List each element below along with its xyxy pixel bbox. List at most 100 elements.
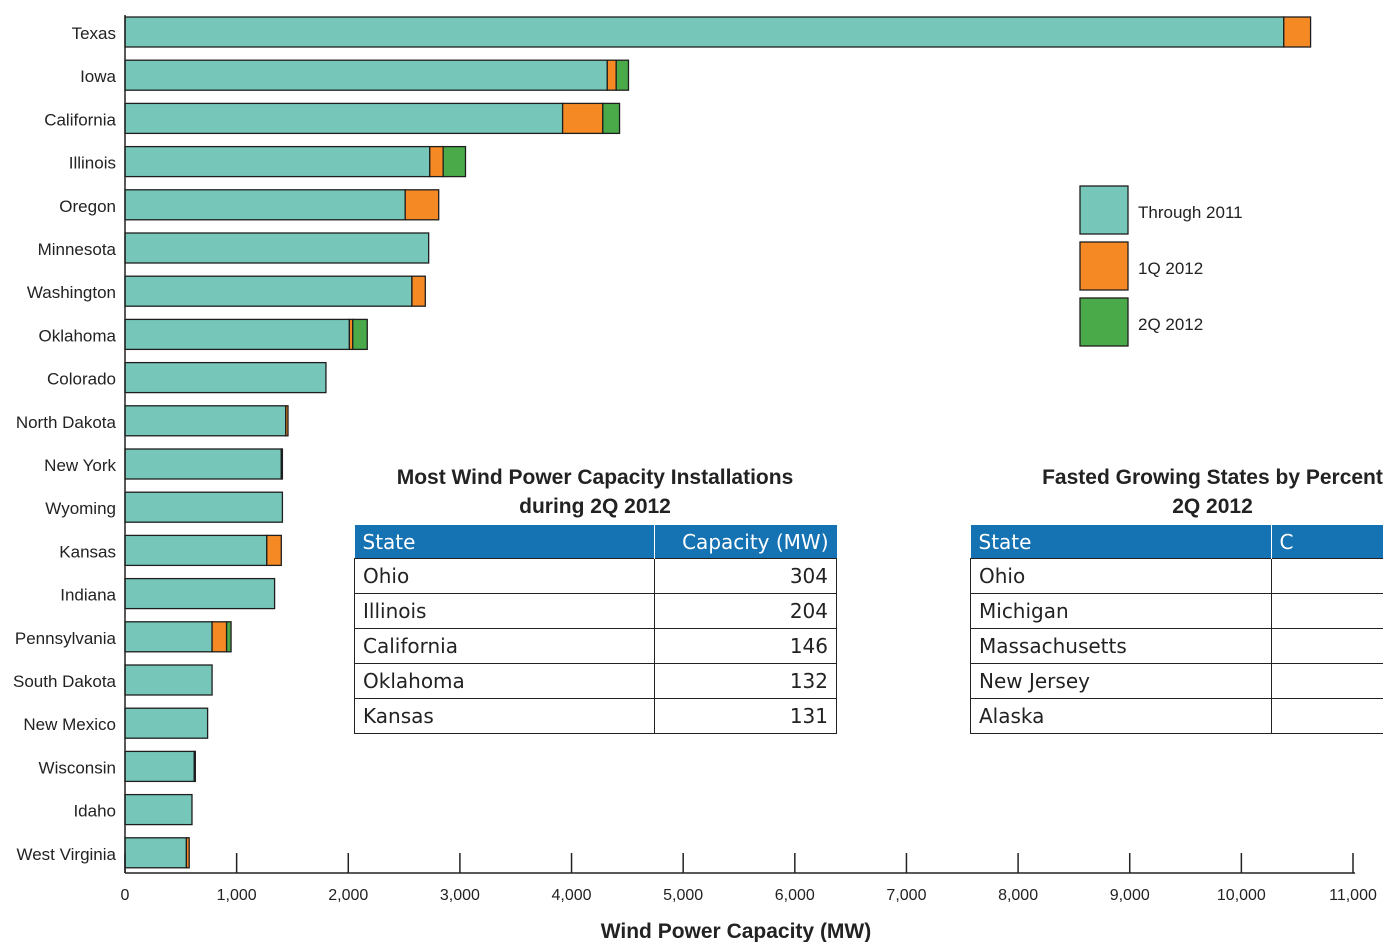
table2-header-state: State (970, 525, 1271, 559)
state-label-oklahoma: Oklahoma (39, 326, 117, 345)
table1-cell-capacity: 146 (653, 628, 837, 664)
state-label-wyoming: Wyoming (45, 499, 116, 518)
table1-header-row: State Capacity (MW) (354, 525, 837, 559)
legend-swatch-1q-2012 (1079, 241, 1129, 291)
table1-cell-capacity: 304 (653, 558, 837, 594)
bar-california-2q-2012 (602, 102, 621, 135)
bar-wisconsin-1q-2012 (193, 750, 196, 783)
table-row: Ohio 304 (354, 558, 837, 594)
bar-new-york-2q-2012 (280, 448, 284, 480)
bar-west-virginia-through-2011 (124, 837, 188, 869)
x-tick-label: 7,000 (886, 887, 926, 904)
bar-illinois-through-2011 (124, 145, 431, 178)
x-axis: 0 1,000 2,000 3,000 4,000 5,000 6,000 7,000 8,00… (121, 15, 1377, 904)
table1-title-line1: Most Wind Power Capacity Installations (396, 466, 794, 489)
table1-title: Most Wind Power Capacity Installations d… (345, 463, 845, 521)
bar-north-dakota-through-2011 (124, 405, 287, 437)
state-label-north-dakota: North Dakota (16, 413, 117, 432)
x-axis-label: Wind Power Capacity (MW) (601, 920, 872, 942)
state-label-illinois: Illinois (69, 154, 116, 173)
table2-title-line1: Fasted Growing States by Percent (1042, 466, 1383, 489)
table2-cell-value (1270, 663, 1383, 699)
table1-header-capacity: Capacity (MW) (653, 525, 837, 559)
state-label-washington: Washington (27, 283, 116, 302)
bar-texas-through-2011 (124, 16, 1285, 48)
bar-colorado-through-2011 (124, 361, 327, 394)
table2-cell-state: Alaska (970, 698, 1272, 734)
x-tick-label: 8,000 (998, 887, 1038, 904)
table2-title-line2: 2Q 2012 (1172, 495, 1253, 518)
table1-cell-state: California (354, 628, 655, 664)
table2-cell-value (1270, 628, 1383, 664)
bar-oregon-through-2011 (124, 189, 406, 221)
state-label-new-york: New York (44, 456, 116, 475)
table2-header-row: State C (970, 525, 1383, 559)
table-row: Massachusetts (970, 628, 1383, 664)
bars-group (124, 16, 1312, 869)
bar-new-mexico-through-2011 (124, 707, 209, 739)
x-tick-label: 0 (121, 887, 130, 904)
table2-cell-state: Ohio (970, 558, 1272, 594)
state-label-pennsylvania: Pennsylvania (15, 629, 117, 648)
bar-texas-1q-2012 (1283, 16, 1312, 48)
x-tick-label: 11,000 (1329, 887, 1377, 904)
x-tick-label: 2,000 (328, 887, 368, 904)
state-label-south-dakota: South Dakota (13, 672, 117, 691)
table2: State C Ohio Michigan Massachusetts New … (970, 525, 1383, 734)
bar-new-york-through-2011 (124, 448, 282, 480)
bar-kansas-1q-2012 (266, 534, 282, 567)
bar-kansas-through-2011 (124, 534, 268, 567)
table2-clip: Fasted Growing States by Percent 2Q 2012… (960, 460, 1383, 750)
x-tick-label: 4,000 (552, 887, 592, 904)
table1-cell-capacity: 204 (653, 593, 837, 629)
bar-iowa-2q-2012 (615, 59, 630, 91)
table2-cell-value (1270, 698, 1383, 734)
table1-cell-state: Ohio (354, 558, 655, 594)
legend-label-2q-2012: 2Q 2012 (1138, 315, 1203, 334)
legend: Through 2011 1Q 2012 2Q 2012 (1079, 185, 1243, 347)
legend-swatch-through-2011 (1079, 185, 1129, 235)
table1-title-line2: during 2Q 2012 (519, 495, 671, 518)
table1-cell-state: Illinois (354, 593, 655, 629)
bar-washington-1q-2012 (411, 275, 426, 307)
x-tick-label: 6,000 (775, 887, 815, 904)
bar-indiana-through-2011 (124, 577, 276, 610)
legend-label-through-2011: Through 2011 (1138, 203, 1243, 222)
table2-cell-state: Massachusetts (970, 628, 1272, 664)
state-label-texas: Texas (72, 24, 116, 43)
table-row: Ohio (970, 558, 1383, 594)
legend-swatch-2q-2012 (1079, 297, 1129, 347)
x-tick-label: 1,000 (217, 887, 257, 904)
table2-cell-state: Michigan (970, 593, 1272, 629)
bar-west-virginia-1q-2012 (185, 837, 190, 869)
state-label-new-mexico: New Mexico (23, 715, 116, 734)
state-label-wisconsin: Wisconsin (39, 758, 116, 777)
state-label-california: California (44, 110, 116, 129)
table-row: Illinois 204 (354, 593, 837, 629)
x-tick-label: 9,000 (1110, 887, 1150, 904)
bar-south-dakota-through-2011 (124, 664, 213, 696)
bar-pennsylvania-2q-2012 (225, 621, 232, 653)
x-tick-label: 10,000 (1217, 887, 1266, 904)
bar-iowa-1q-2012 (606, 59, 617, 91)
table1: State Capacity (MW) Ohio 304 Illinois 204 … (354, 525, 837, 734)
bar-pennsylvania-through-2011 (124, 621, 213, 653)
table-row: Kansas 131 (354, 698, 837, 734)
legend-label-1q-2012: 1Q 2012 (1138, 259, 1203, 278)
table2-cell-value (1270, 593, 1383, 629)
state-label-kansas: Kansas (59, 542, 116, 561)
bar-oklahoma-through-2011 (124, 318, 351, 351)
table1-cell-state: Kansas (354, 698, 655, 734)
table2-header-percent: C (1270, 525, 1383, 559)
bar-illinois-1q-2012 (429, 145, 444, 178)
table-row: Oklahoma 132 (354, 663, 837, 699)
table1-cell-capacity: 132 (653, 663, 837, 699)
state-labels: Texas Iowa California Illinois Oregon Minneso… (13, 24, 117, 864)
table-row: Michigan (970, 593, 1383, 629)
state-label-west-virginia: West Virginia (16, 845, 116, 864)
bar-wisconsin-through-2011 (124, 750, 195, 783)
table-row: California 146 (354, 628, 837, 664)
state-label-oregon: Oregon (59, 197, 116, 216)
bar-pennsylvania-1q-2012 (211, 621, 228, 653)
